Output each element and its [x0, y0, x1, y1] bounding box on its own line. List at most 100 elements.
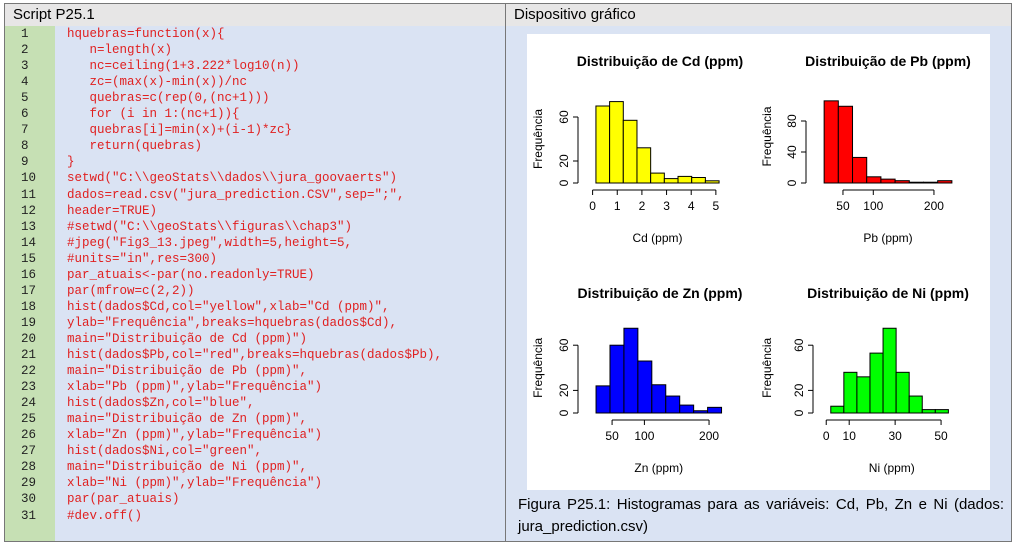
code-listing: hquebras=function(x){ n=length(x) nc=cei…: [55, 26, 506, 542]
line-number: 16: [21, 267, 37, 282]
line-number: 3: [21, 59, 29, 74]
y-tick-label: 0: [785, 179, 799, 186]
code-line: n=length(x): [67, 43, 173, 58]
line-number: 6: [21, 107, 29, 122]
histogram-bar: [869, 352, 884, 414]
histogram-bar: [937, 180, 953, 184]
code-line: setwd("C:\\geoStats\\dados\\jura_goovaer…: [67, 171, 398, 186]
histogram-bar: [622, 119, 638, 184]
x-tick-label: 2: [639, 199, 646, 213]
histogram-bar: [852, 156, 868, 184]
histogram-bar: [595, 385, 611, 414]
histogram-bar: [921, 409, 936, 414]
histogram-bar: [823, 100, 839, 184]
script-header: Script P25.1: [4, 3, 506, 27]
line-number: 22: [21, 364, 37, 379]
line-number: 26: [21, 428, 37, 443]
x-tick-label: 3: [663, 199, 670, 213]
y-tick-label: 60: [557, 338, 571, 352]
histogram-bar: [908, 395, 923, 414]
code-line: main="Distribuição de Pb (ppm)",: [67, 364, 308, 379]
y-tick-label: 0: [557, 179, 571, 186]
histogram-bar: [894, 180, 910, 184]
code-line: #jpeg("Fig3_13.jpeg",width=5,height=5,: [67, 235, 353, 250]
line-number: 13: [21, 219, 37, 234]
histogram-bar: [677, 175, 693, 184]
histogram-bar: [679, 404, 695, 414]
line-number: 14: [21, 235, 37, 250]
line-number: 12: [21, 203, 37, 218]
line-number: 27: [21, 444, 37, 459]
x-tick-label: 1: [614, 199, 621, 213]
histogram-bar: [650, 172, 665, 184]
y-axis-label: Frequência: [531, 109, 545, 169]
code-line: zc=(max(x)-min(x))/nc: [67, 75, 248, 90]
code-line: xlab="Zn (ppm)",ylab="Frequência"): [67, 428, 323, 443]
plot-device: Distribuição de Cd (ppm) Cd (ppm) Frequênc…: [527, 34, 990, 490]
histogram-bar: [895, 371, 910, 414]
code-line: hist(dados$Cd,col="yellow",xlab="Cd (ppm…: [67, 299, 390, 314]
y-axis-label: Frequência: [760, 106, 774, 166]
x-tick-label: 200: [924, 199, 944, 213]
chart-title: Distribuição de Zn (ppm): [578, 285, 743, 301]
x-axis-label: Pb (ppm): [863, 231, 912, 245]
code-line: par(mfrow=c(2,2)): [67, 283, 195, 298]
line-number: 9: [21, 155, 29, 170]
histogram-bar: [691, 177, 706, 184]
x-tick-label: 4: [688, 199, 695, 213]
line-number: 19: [21, 315, 37, 330]
chart-title: Distribuição de Ni (ppm): [807, 285, 969, 301]
x-tick-label: 200: [699, 429, 719, 443]
histogram-bar: [609, 101, 624, 184]
x-tick-label: 10: [843, 429, 857, 443]
y-tick-label: 20: [792, 383, 806, 397]
histogram-bar: [934, 409, 949, 414]
line-number: 21: [21, 348, 37, 362]
code-line: hist(dados$Zn,col="blue",: [67, 396, 255, 411]
histogram-bar: [882, 327, 897, 414]
histogram-bar: [856, 376, 871, 414]
line-number: 1: [21, 27, 29, 41]
y-tick-label: 0: [792, 409, 806, 416]
x-tick-label: 50: [934, 429, 948, 443]
x-tick-label: 100: [634, 429, 654, 443]
y-tick-label: 80: [785, 114, 799, 128]
code-line: quebras[i]=min(x)+(i-1)*zc}: [67, 123, 293, 138]
code-line: par_atuais<-par(no.readonly=TRUE): [67, 267, 315, 282]
histogram-bar: [651, 384, 667, 414]
x-tick-label: 30: [888, 429, 902, 443]
histogram-bar: [637, 360, 653, 414]
x-tick-label: 0: [823, 429, 830, 443]
code-line: dados=read.csv("jura_prediction.CSV",sep…: [67, 187, 405, 202]
y-axis-label: Frequência: [760, 337, 774, 397]
device-header: Dispositivo gráfico: [505, 3, 1012, 27]
x-axis-label: Zn (ppm): [634, 461, 683, 475]
histogram-bar: [830, 405, 845, 414]
line-number: 20: [21, 331, 37, 346]
code-line: main="Distribuição de Cd (ppm)"): [67, 331, 308, 346]
code-line: main="Distribuição de Ni (ppm)",: [67, 460, 308, 475]
code-line: #dev.off(): [67, 508, 143, 523]
histogram-bar: [595, 105, 611, 184]
histogram-bar: [663, 178, 679, 184]
line-number: 18: [21, 299, 37, 314]
code-line: hquebras=function(x){: [67, 27, 225, 41]
line-number: 23: [21, 380, 37, 395]
code-line: }: [67, 155, 75, 170]
line-number: 28: [21, 460, 37, 475]
histogram-bar: [908, 181, 924, 184]
x-tick-label: 50: [605, 429, 619, 443]
code-line: hist(dados$Pb,col="red",breaks=hquebras(…: [67, 348, 443, 362]
y-tick-label: 20: [557, 383, 571, 397]
x-tick-label: 0: [589, 199, 596, 213]
code-line: quebras=c(rep(0,(nc+1))): [67, 91, 270, 106]
line-number: 17: [21, 283, 37, 298]
code-line: xlab="Ni (ppm)",ylab="Frequência"): [67, 476, 323, 491]
chart-title: Distribuição de Cd (ppm): [577, 53, 743, 69]
y-tick-label: 40: [785, 145, 799, 159]
code-line: nc=ceiling(1+3.222*log10(n)): [67, 59, 300, 74]
histogram-bar: [866, 176, 882, 184]
line-number: 29: [21, 476, 37, 491]
x-tick-label: 50: [836, 199, 850, 213]
